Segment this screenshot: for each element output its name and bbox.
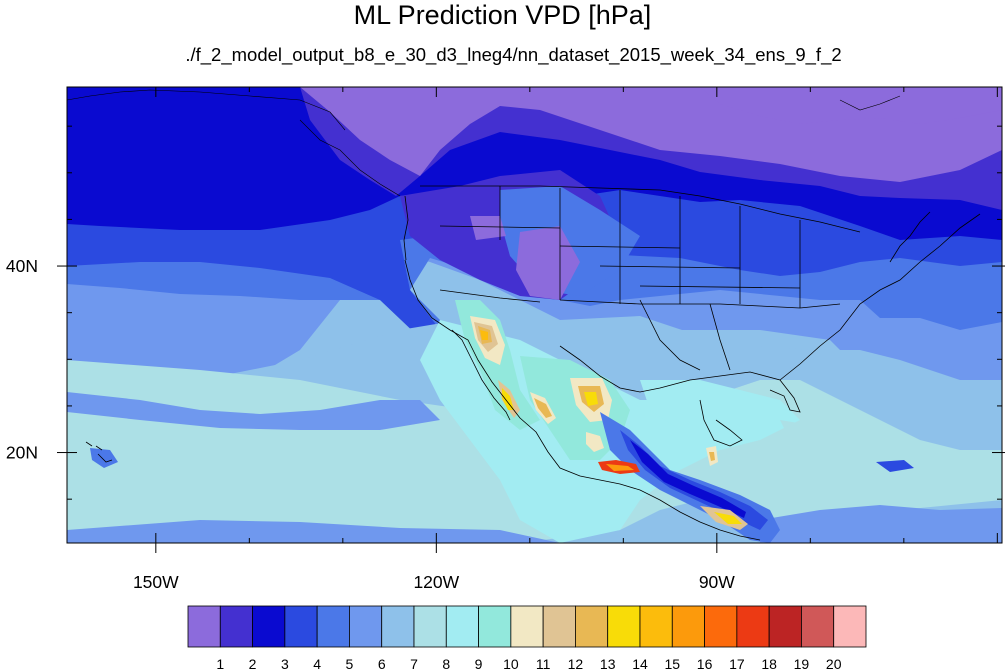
field-sierra-1 — [630, 440, 746, 518]
field-centam-14 — [714, 512, 742, 524]
field-caribbean-islands — [876, 460, 914, 472]
colorbar-label: 16 — [697, 656, 713, 672]
colorbar-swatch — [381, 605, 415, 648]
map-frame — [66, 86, 1003, 544]
map-title: ML Prediction VPD [hPa] — [353, 0, 652, 30]
colorbar-swatch — [736, 605, 770, 648]
colorbar-swatch — [671, 605, 705, 648]
coastlines — [403, 185, 981, 541]
colorbar-label: 1 — [216, 656, 224, 672]
field-south-edge-east — [760, 505, 1002, 543]
colorbar-label: 11 — [536, 656, 551, 672]
colorbar-swatch — [349, 605, 383, 648]
lon-tick-label: 120W — [413, 572, 459, 592]
colorbar-label: 18 — [761, 656, 777, 672]
field-mex-south-11 — [586, 432, 604, 452]
lat-tick-label: 20N — [6, 443, 38, 463]
colorbar-label: 20 — [826, 656, 842, 672]
colorbar-label: 3 — [281, 656, 289, 672]
field-oaxaca-16 — [606, 464, 634, 471]
colorbar-label: 15 — [664, 656, 680, 672]
field-mex-ridge-13 — [534, 398, 552, 418]
colorbar-swatch — [607, 605, 641, 648]
colorbar-swatch — [413, 605, 447, 648]
colorbar-swatch — [478, 605, 512, 648]
colorbar-swatch — [542, 605, 576, 648]
colorbar-label: 7 — [410, 656, 418, 672]
lon-tick-label: 90W — [699, 572, 735, 592]
colorbar-swatch — [801, 605, 835, 648]
lat-tick-label: 40N — [6, 256, 38, 276]
field-carib-8 — [780, 420, 1002, 490]
colorbar-swatch — [316, 605, 350, 648]
colorbar-swatch — [575, 605, 609, 648]
hawaii-coast — [85, 441, 113, 463]
colorbar: 1 2 3 4 5 6 7 8 9 10 11 12 13 14 15 16 17 18 19 20 — [187, 605, 867, 672]
field-idaho — [470, 216, 506, 240]
field-hawaii — [90, 448, 118, 468]
colorbar-label: 9 — [475, 656, 483, 672]
colorbar-swatch — [252, 605, 286, 648]
field-gulf-9 — [640, 380, 770, 430]
colorbar-swatch — [284, 605, 318, 648]
colorbar-swatch — [187, 605, 221, 648]
colorbar-swatch — [704, 605, 738, 648]
colorbar-label: 17 — [729, 656, 745, 672]
colorbar-swatch — [768, 605, 802, 648]
colorbar-label: 2 — [249, 656, 257, 672]
colorbar-label: 5 — [346, 656, 354, 672]
colorbar-label: 14 — [632, 656, 648, 672]
field-mex-center-14 — [584, 392, 598, 406]
field-baja-south-14 — [502, 388, 514, 410]
colorbar-label: 13 — [600, 656, 616, 672]
colorbar-label: 10 — [503, 656, 519, 672]
colorbar-swatch — [510, 605, 544, 648]
field-plains — [516, 226, 580, 300]
colorbar-swatch — [833, 605, 867, 648]
axes: 150W 120W 90W 40N 20N — [6, 87, 1005, 592]
map-subtitle: ./f_2_model_output_b8_e_30_d3_lneg4/nn_d… — [185, 44, 842, 65]
alaska-coast — [67, 89, 901, 197]
colorbar-label: 8 — [442, 656, 450, 672]
colorbar-label: 4 — [313, 656, 321, 672]
colorbar-label: 6 — [378, 656, 386, 672]
field-ocean-6b — [67, 392, 440, 430]
colorbar-swatch — [445, 605, 479, 648]
colorbar-swatch — [219, 605, 253, 648]
field-sonora-15 — [480, 330, 488, 340]
map-field — [67, 87, 1002, 543]
colorbar-label: 12 — [568, 656, 584, 672]
colorbar-swatch — [639, 605, 673, 648]
colorbar-label: 19 — [794, 656, 810, 672]
field-yucatan-13 — [709, 452, 715, 461]
lon-tick-label: 150W — [133, 572, 179, 592]
